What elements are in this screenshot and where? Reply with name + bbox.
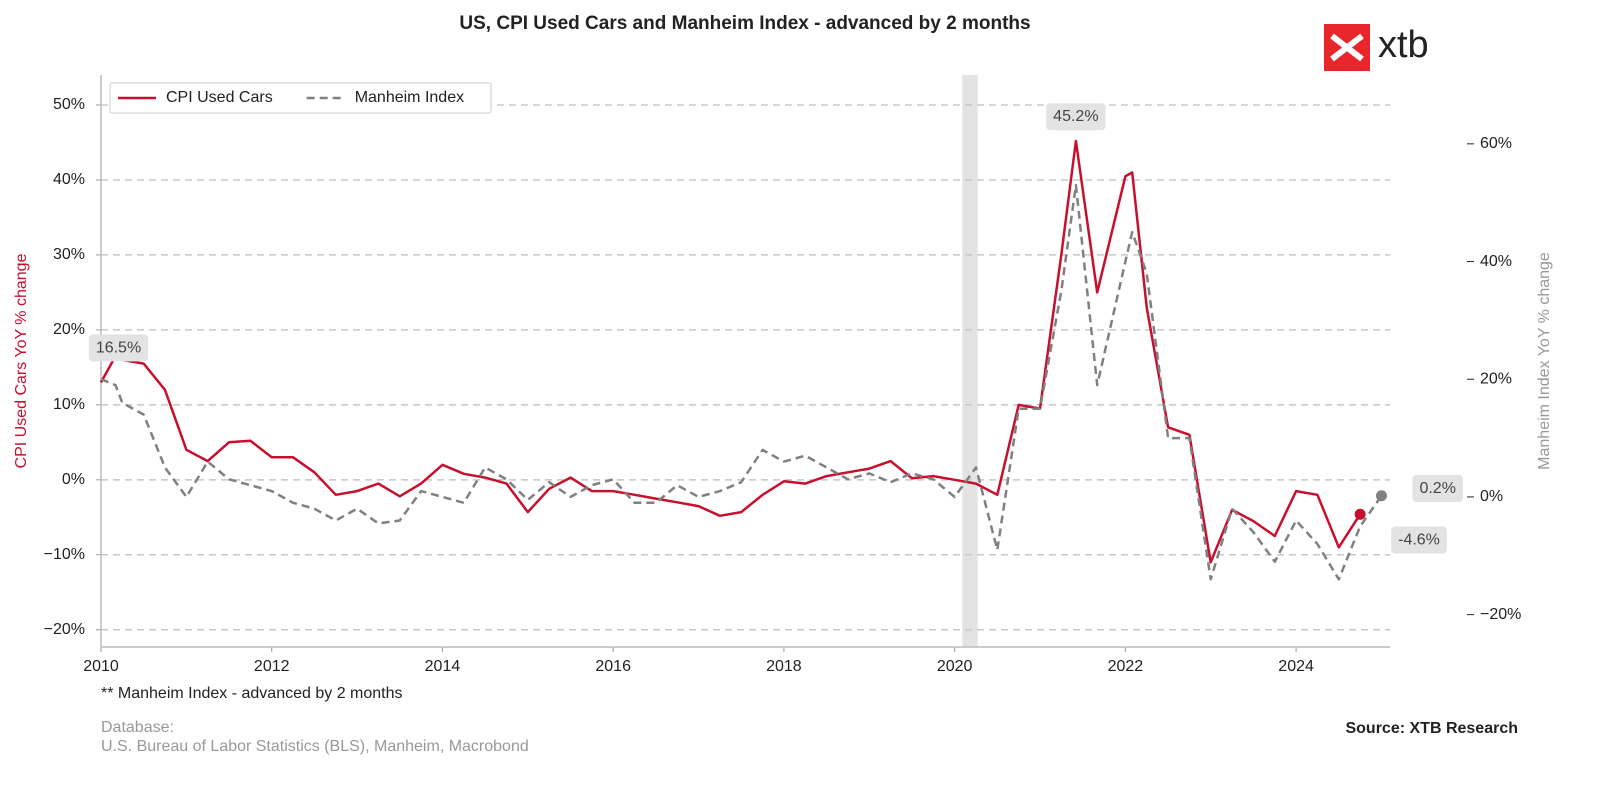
y-tick-label: 10%	[53, 396, 85, 413]
value-label-box	[1046, 103, 1106, 131]
y-tick-label: 30%	[53, 246, 85, 263]
x-tick-label: 2024	[1278, 658, 1314, 675]
database: U.S. Bureau of Labor Statistics (BLS), M…	[101, 738, 529, 755]
value-label: 16.5%	[96, 339, 141, 356]
y-tick-label: −20%	[44, 621, 85, 638]
y2-tick-label: 60%	[1480, 135, 1512, 152]
y-tick-label: 50%	[53, 96, 85, 113]
logo-x	[1330, 33, 1364, 62]
y2-tick-label: 0%	[1480, 488, 1503, 505]
y2-tick-label: −20%	[1480, 606, 1521, 623]
y2-tick-label: 20%	[1480, 370, 1512, 387]
x-tick-label: 2014	[425, 658, 461, 675]
value-label-box	[1391, 526, 1447, 554]
end-point	[1354, 508, 1366, 520]
value-label: 0.2%	[1419, 480, 1455, 497]
value-label-box	[1412, 474, 1463, 502]
series-line	[99, 139, 1362, 564]
x-tick-label: 2022	[1108, 658, 1144, 675]
y-tick-label: 0%	[62, 471, 85, 488]
x-tick-label: 2018	[766, 658, 802, 675]
legend-label: CPI Used Cars	[166, 89, 273, 106]
end-point	[1375, 490, 1387, 502]
y-tick-label: 40%	[53, 171, 85, 188]
x-tick-label: 2020	[937, 658, 973, 675]
y-axis-label: CPI Used Cars YoY % change	[13, 253, 30, 468]
footnote: ** Manheim Index - advanced by 2 months	[101, 685, 403, 702]
logo-text: xtb	[1378, 24, 1429, 66]
value-label-box	[88, 334, 149, 362]
value-label: 45.2%	[1053, 108, 1098, 125]
shaded-region	[962, 75, 978, 647]
y2-tick-label: 40%	[1480, 253, 1512, 270]
source: Source: XTB Research	[1345, 720, 1518, 737]
database-title: Database:	[101, 719, 174, 736]
chart-title: US, CPI Used Cars and Manheim Index - ad…	[459, 13, 1030, 34]
value-label: -4.6%	[1398, 532, 1440, 549]
y-tick-label: −10%	[44, 546, 85, 563]
y-tick-label: 20%	[53, 321, 85, 338]
y2-axis-label: Manheim Index YoY % change	[1536, 252, 1553, 470]
series-line	[100, 183, 1383, 581]
x-tick-label: 2016	[595, 658, 631, 675]
x-tick-label: 2012	[254, 658, 290, 675]
legend-box	[109, 82, 492, 114]
x-tick-label: 2010	[83, 658, 119, 675]
legend-label: Manheim Index	[355, 89, 464, 106]
